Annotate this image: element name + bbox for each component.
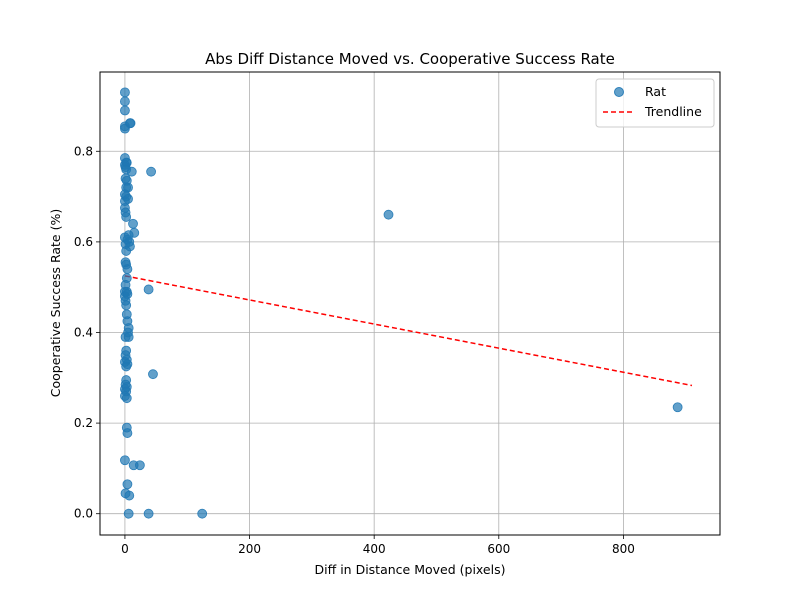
data-point	[120, 105, 130, 116]
data-point	[383, 209, 394, 220]
data-point	[122, 428, 133, 438]
data-point	[120, 455, 130, 466]
data-point	[122, 359, 133, 370]
y-tick-label: 0.6	[74, 235, 93, 249]
data-point	[121, 246, 132, 256]
x-tick-label: 0	[121, 542, 129, 556]
data-point	[123, 508, 134, 519]
points-layer	[120, 87, 683, 519]
data-point	[143, 508, 154, 519]
data-point	[143, 284, 154, 295]
data-point	[128, 218, 138, 229]
data-point	[121, 212, 132, 222]
y-axis-label: Cooperative Success Rate (%)	[48, 209, 63, 397]
trendline	[124, 275, 693, 387]
legend-label-trendline: Trendline	[644, 104, 702, 119]
legend: Rat Trendline	[595, 78, 715, 128]
data-point	[123, 332, 134, 342]
data-point	[120, 123, 130, 134]
chart-title: Abs Diff Distance Moved vs. Cooperative …	[205, 50, 615, 68]
data-point	[120, 96, 130, 107]
data-point	[123, 193, 133, 204]
x-tick-label: 600	[487, 542, 510, 556]
data-point	[120, 87, 130, 98]
legend-label-rat: Rat	[645, 84, 666, 99]
y-tick-label: 0.0	[74, 507, 93, 521]
x-tick-label: 200	[238, 542, 261, 556]
legend-marker-rat	[614, 87, 624, 97]
data-point	[126, 166, 137, 177]
trendline-layer	[124, 275, 693, 387]
y-ticks: 0.0 0.2 0.4 0.6 0.8	[74, 144, 100, 521]
x-tick-label: 800	[612, 542, 635, 556]
data-point	[124, 490, 135, 501]
data-point	[672, 402, 683, 413]
data-point	[121, 300, 132, 311]
data-point	[122, 264, 133, 274]
data-point	[122, 479, 133, 490]
data-point	[134, 460, 145, 471]
plot-frame	[99, 71, 721, 536]
data-point	[197, 508, 208, 519]
data-point	[121, 393, 132, 404]
x-axis-label: Diff in Distance Moved (pixels)	[315, 562, 506, 577]
grid-layer	[100, 72, 720, 535]
y-tick-label: 0.8	[74, 144, 93, 158]
y-tick-label: 0.4	[74, 325, 93, 339]
data-point	[146, 166, 156, 177]
legend-box	[595, 78, 715, 128]
x-tick-label: 400	[363, 542, 386, 556]
y-tick-label: 0.2	[74, 416, 93, 430]
data-point	[148, 369, 158, 380]
x-ticks: 0 200 400 600 800	[121, 535, 635, 556]
